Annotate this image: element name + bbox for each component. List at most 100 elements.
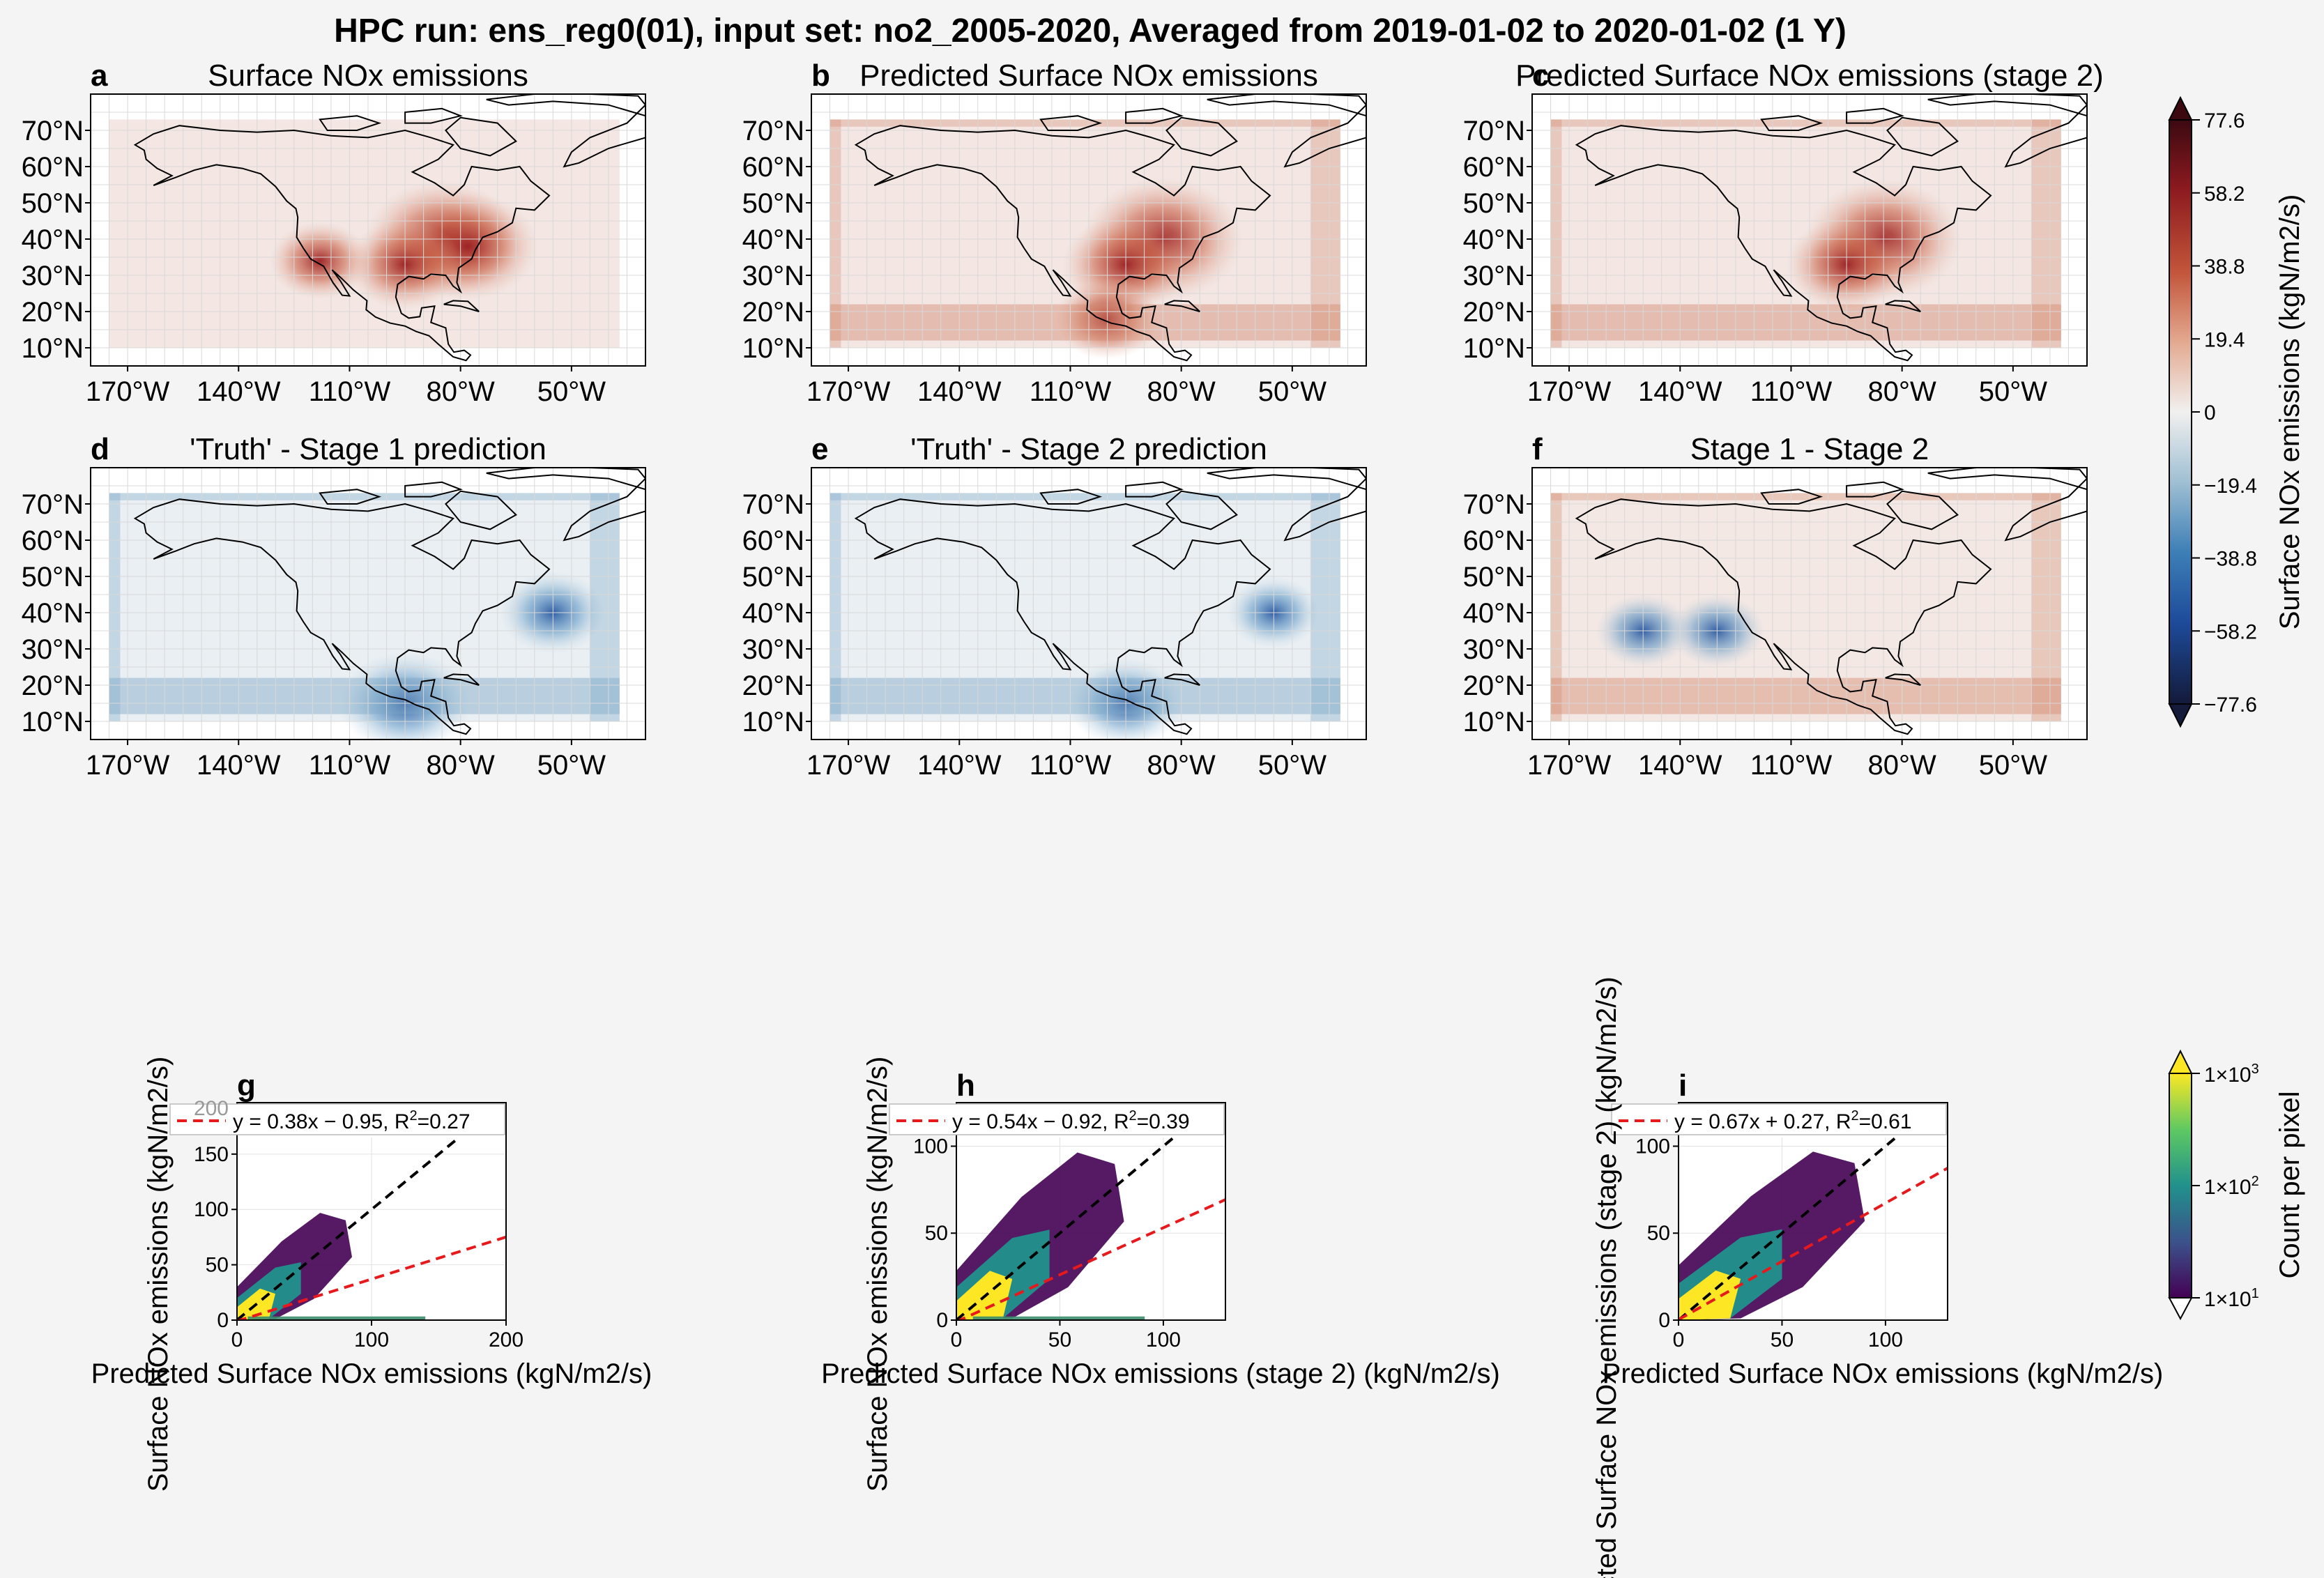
coastline-island <box>404 481 464 498</box>
colorbar-count-body <box>2169 1073 2192 1299</box>
panel-title: Surface NOx emissions <box>208 59 528 93</box>
y-tick-label: 200 <box>194 1097 229 1120</box>
y-tick-label: 100 <box>194 1198 229 1221</box>
cb1-tick-label: −58.2 <box>2204 620 2257 643</box>
lon-tick-label: 80°W <box>1868 750 1936 781</box>
lat-tick-label: 20°N <box>742 671 804 701</box>
boundary-band-north <box>1550 493 2061 500</box>
lon-tick-label: 110°W <box>1750 376 1833 407</box>
lon-tick-label: 50°W <box>1979 750 2047 781</box>
coastline <box>1575 125 1992 362</box>
lon-tick-label: 50°W <box>1258 750 1327 781</box>
boundary-band-east <box>2031 119 2061 348</box>
y-tick-label: 0 <box>936 1309 948 1332</box>
coastline-island <box>1165 116 1238 157</box>
lat-tick-label: 60°N <box>742 526 804 556</box>
lon-tick-label: 140°W <box>1638 750 1722 781</box>
boundary-band-east <box>1310 493 1340 721</box>
coastline-greenland <box>486 94 645 168</box>
lat-tick-label: 50°N <box>22 562 84 592</box>
y-tick-label: 50 <box>1647 1222 1670 1245</box>
x-tick-label: 0 <box>231 1328 243 1351</box>
lon-tick-label: 110°W <box>1030 750 1112 781</box>
cb1-tick-label: −77.6 <box>2204 694 2257 717</box>
lon-tick-label: 140°W <box>917 376 1002 407</box>
regression-line <box>956 1198 1225 1320</box>
coastline-island <box>445 490 517 530</box>
coastline-island <box>1885 300 1921 312</box>
panel-title: 'Truth' - Stage 1 prediction <box>190 432 546 466</box>
lat-tick-label: 40°N <box>742 598 804 629</box>
boundary-band <box>1550 304 2061 341</box>
x-tick-label: 50 <box>1771 1328 1794 1351</box>
cb1-tick-label: −38.8 <box>2204 548 2257 571</box>
coastline-island <box>443 673 480 686</box>
lat-tick-label: 20°N <box>22 297 84 328</box>
lat-tick-label: 70°N <box>742 489 804 520</box>
map-panel-e: e 'Truth' - Stage 2 prediction 170°W 140°W 1… <box>742 432 1367 781</box>
lon-tick-label: 80°W <box>427 750 495 781</box>
x-tick-label: 50 <box>1048 1328 1071 1351</box>
lon-tick-label: 80°W <box>427 376 495 407</box>
lat-tick-label: 50°N <box>742 562 804 592</box>
lon-tick-label: 170°W <box>1527 376 1612 407</box>
panel-letter: e <box>811 432 828 466</box>
lon-tick-label: 80°W <box>1147 750 1216 781</box>
lon-tick-label: 170°W <box>806 750 891 781</box>
map-frame <box>90 467 646 740</box>
y-tick-label: 100 <box>913 1135 948 1158</box>
coastline <box>133 498 551 735</box>
y-tick-label: 100 <box>1635 1135 1670 1158</box>
scatter-frame <box>956 1102 1226 1321</box>
lon-tick-label: 80°W <box>1868 376 1936 407</box>
map-panel-f: f Stage 1 - Stage 2 170°W 140°W 110°W 80°W 50°… <box>1463 432 2088 781</box>
lat-tick-label: 20°N <box>1463 671 1525 701</box>
coastline-greenland <box>486 468 645 542</box>
scatter-panel-g: y = 0.38x − 0.95, R2=0.27 0 100 200 0 50 100 15… <box>91 1057 652 1492</box>
x-tick-label: 100 <box>354 1328 389 1351</box>
scatter-frame <box>1678 1102 1948 1321</box>
lon-tick-label: 140°W <box>917 750 1002 781</box>
coastline-island <box>1125 107 1184 124</box>
lat-tick-label: 10°N <box>742 707 804 737</box>
cb2-tick-1000: 1×103 <box>2204 1062 2259 1087</box>
density-zero-strip <box>972 1316 1145 1320</box>
cb1-tick-label: 38.8 <box>2204 256 2245 279</box>
lat-tick-label: 70°N <box>1463 116 1525 146</box>
colorbar-count-tick-labels: 1×103 1×102 1×101 <box>2192 1062 2259 1311</box>
boundary-band-west <box>1550 493 1562 721</box>
panel-letter: a <box>91 59 108 93</box>
colorbar-extend-bottom <box>2168 703 2193 728</box>
lon-tick-label: 110°W <box>1750 750 1833 781</box>
legend-label: y = 0.67x + 0.27, R2=0.61 <box>1674 1108 1912 1133</box>
cb1-tick-label: 58.2 <box>2204 183 2245 206</box>
lat-tick-label: 70°N <box>742 116 804 146</box>
map-panel-a: a Surface NOx emissions 170°W 140°W 110°W 80°… <box>22 59 646 407</box>
panel-letter: h <box>956 1068 975 1103</box>
cb1-tick-label: −19.4 <box>2204 475 2257 498</box>
lat-tick-label: 50°N <box>1463 562 1525 592</box>
coastline-island <box>1885 673 1921 686</box>
coastline <box>1575 498 1992 735</box>
boundary-band-north <box>1550 119 2061 127</box>
lat-tick-label: 20°N <box>1463 297 1525 328</box>
cb1-tick-label: 19.4 <box>2204 328 2245 351</box>
lat-tick-label: 60°N <box>1463 526 1525 556</box>
x-axis-label: Predicted Surface NOx emissions (kgN/m2/… <box>1603 1358 2164 1389</box>
lon-tick-label: 170°W <box>86 376 170 407</box>
emissions-colorbar: 77.6 58.2 38.8 19.4 0 −19.4 −38.8 −58.2 −77.6 Su… <box>2168 95 2305 728</box>
lat-tick-label: 40°N <box>22 598 84 629</box>
y-tick-label: 150 <box>194 1143 229 1166</box>
coastline-island <box>445 116 517 157</box>
map-frame <box>90 93 646 367</box>
lon-tick-label: 110°W <box>309 750 391 781</box>
lat-tick-label: 20°N <box>742 297 804 328</box>
map-frame <box>1531 93 2088 367</box>
cb2-tick-100: 1×102 <box>2204 1174 2259 1199</box>
lat-tick-label: 60°N <box>1463 152 1525 183</box>
legend-label: y = 0.38x − 0.95, R2=0.27 <box>233 1108 471 1133</box>
boundary-band-west <box>1550 119 1562 348</box>
regression-line <box>1679 1167 1948 1320</box>
boundary-band-west <box>830 493 841 721</box>
